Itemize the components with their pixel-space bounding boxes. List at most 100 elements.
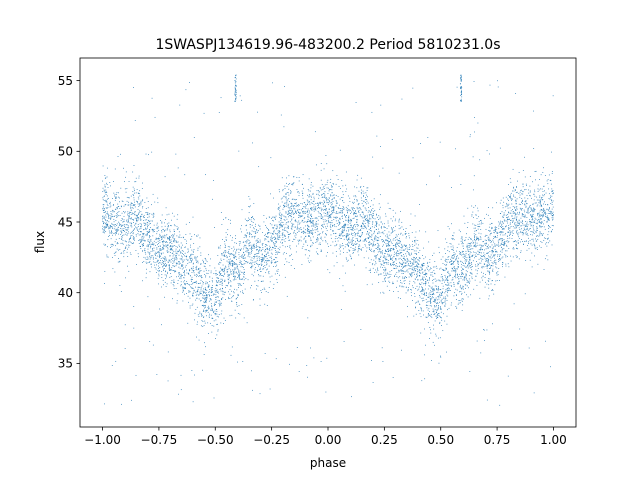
data-point bbox=[484, 254, 486, 256]
data-point bbox=[536, 229, 538, 231]
data-point bbox=[384, 278, 386, 280]
data-point bbox=[250, 267, 252, 268]
data-point bbox=[385, 239, 387, 241]
data-point bbox=[142, 237, 144, 239]
data-point bbox=[333, 198, 335, 199]
data-point bbox=[169, 236, 171, 238]
data-point bbox=[528, 237, 529, 239]
data-point bbox=[461, 251, 463, 253]
data-point bbox=[238, 273, 240, 275]
data-point bbox=[345, 171, 347, 173]
data-point bbox=[342, 209, 344, 210]
data-point bbox=[457, 260, 459, 262]
data-point bbox=[310, 218, 312, 219]
data-point bbox=[343, 206, 345, 208]
data-point bbox=[243, 269, 245, 270]
data-point bbox=[454, 270, 456, 272]
data-point bbox=[423, 283, 424, 285]
data-point bbox=[299, 223, 300, 225]
data-point bbox=[143, 229, 145, 230]
data-point bbox=[509, 196, 510, 198]
data-point bbox=[349, 197, 351, 199]
data-point bbox=[516, 198, 518, 200]
data-point bbox=[543, 211, 544, 212]
data-point bbox=[257, 238, 259, 239]
data-point bbox=[262, 275, 264, 277]
data-point bbox=[222, 264, 224, 266]
data-point bbox=[277, 261, 279, 262]
data-point bbox=[469, 251, 471, 253]
data-point bbox=[384, 262, 385, 264]
data-point bbox=[386, 263, 388, 265]
data-point bbox=[482, 279, 484, 281]
data-point bbox=[123, 211, 124, 212]
data-point bbox=[231, 297, 233, 299]
data-point bbox=[106, 227, 107, 228]
data-point bbox=[399, 261, 400, 263]
data-point bbox=[451, 264, 453, 265]
data-point bbox=[532, 203, 534, 205]
data-point bbox=[508, 212, 510, 214]
data-point bbox=[369, 249, 370, 250]
data-point bbox=[135, 177, 137, 179]
data-point bbox=[206, 294, 208, 295]
data-point bbox=[393, 238, 395, 239]
data-point bbox=[164, 256, 166, 258]
data-point bbox=[295, 220, 297, 222]
data-point bbox=[318, 197, 320, 199]
data-point bbox=[370, 248, 372, 250]
data-point bbox=[155, 245, 156, 247]
data-point bbox=[383, 275, 385, 276]
data-point bbox=[486, 150, 488, 152]
data-point bbox=[245, 225, 247, 227]
data-point bbox=[476, 340, 478, 342]
data-point bbox=[201, 320, 203, 322]
data-point bbox=[444, 269, 446, 271]
data-point bbox=[196, 265, 198, 267]
data-point bbox=[255, 245, 257, 247]
data-point bbox=[272, 219, 274, 221]
data-point bbox=[377, 254, 378, 256]
data-point bbox=[218, 314, 220, 315]
data-point bbox=[365, 197, 367, 198]
data-point bbox=[390, 263, 392, 265]
data-point bbox=[327, 246, 329, 247]
data-point bbox=[342, 232, 344, 234]
data-point bbox=[382, 231, 384, 233]
data-point bbox=[552, 219, 553, 221]
data-point bbox=[508, 200, 509, 201]
data-point bbox=[274, 262, 275, 264]
data-point bbox=[138, 206, 140, 207]
data-point bbox=[423, 314, 424, 316]
data-point bbox=[439, 306, 441, 308]
data-point bbox=[450, 282, 452, 284]
data-point bbox=[321, 218, 322, 219]
data-point bbox=[496, 231, 498, 233]
data-point bbox=[222, 269, 223, 271]
data-point bbox=[247, 232, 249, 234]
data-point bbox=[484, 286, 486, 288]
data-point bbox=[359, 245, 361, 247]
data-point bbox=[350, 255, 352, 257]
data-point bbox=[199, 292, 201, 294]
data-point bbox=[487, 259, 489, 261]
data-point bbox=[400, 254, 402, 256]
data-point bbox=[516, 224, 518, 226]
data-point bbox=[480, 247, 482, 248]
data-point bbox=[352, 229, 354, 231]
data-point bbox=[314, 227, 316, 228]
data-point bbox=[311, 233, 313, 234]
data-point bbox=[383, 223, 385, 225]
data-point bbox=[446, 263, 448, 265]
data-point bbox=[130, 206, 131, 208]
data-point bbox=[455, 299, 457, 300]
data-point bbox=[453, 254, 454, 256]
data-point bbox=[137, 192, 139, 194]
data-point bbox=[544, 210, 546, 212]
data-point bbox=[179, 277, 180, 279]
data-point bbox=[262, 260, 264, 262]
data-point bbox=[235, 238, 236, 239]
data-point bbox=[395, 259, 397, 261]
data-point bbox=[493, 232, 495, 234]
data-point bbox=[277, 269, 279, 270]
